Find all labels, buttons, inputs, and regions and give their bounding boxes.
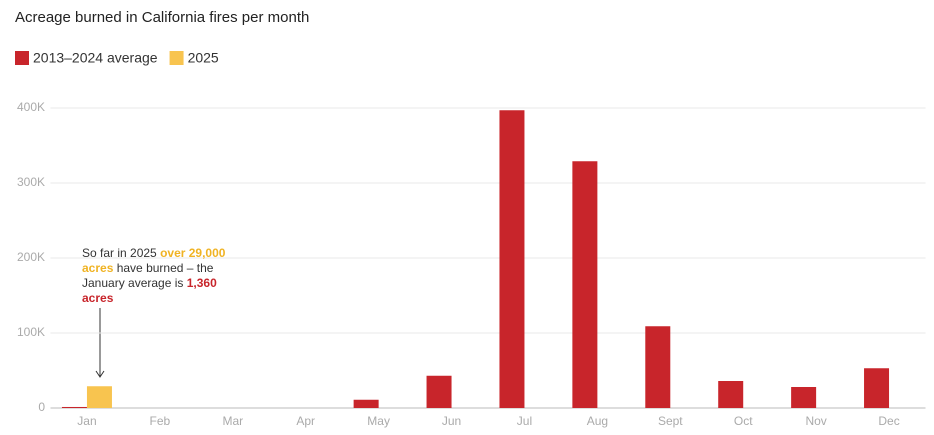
legend-label: 2013–2024 average xyxy=(33,50,158,66)
bar xyxy=(791,387,817,408)
y-tick-label: 200K xyxy=(17,250,45,264)
bar xyxy=(86,386,112,408)
annotation-text: have burned – the January average is xyxy=(82,261,214,290)
y-tick-label: 0 xyxy=(38,400,45,414)
y-tick-label: 400K xyxy=(17,100,45,114)
bar xyxy=(353,399,379,408)
x-tick-label: Sept xyxy=(658,414,683,428)
bar xyxy=(426,375,452,408)
legend-swatch xyxy=(169,51,184,65)
x-tick-label: Mar xyxy=(222,414,243,428)
annotation-text: So far in 2025 xyxy=(82,246,161,260)
y-tick-label: 300K xyxy=(17,175,45,189)
x-tick-label: Oct xyxy=(734,414,753,428)
annotation-highlight: 1,360 acres xyxy=(82,276,217,305)
y-tick-label: 100K xyxy=(17,325,45,339)
x-tick-label: Dec xyxy=(878,414,899,428)
x-tick-label: Feb xyxy=(150,414,171,428)
x-tick-label: Nov xyxy=(805,414,826,428)
bar xyxy=(61,406,87,408)
annotation-highlight: over 29,000 acres xyxy=(82,246,226,275)
x-tick-label: Apr xyxy=(296,414,315,428)
bar xyxy=(499,110,525,408)
bar xyxy=(864,368,890,408)
x-tick-label: May xyxy=(367,414,390,428)
chart-title: Acreage burned in California fires per m… xyxy=(15,9,309,26)
x-tick-label: Jan xyxy=(77,414,96,428)
bar xyxy=(572,161,598,408)
x-tick-label: Jun xyxy=(442,414,461,428)
legend-label: 2025 xyxy=(188,50,219,66)
x-tick-label: Jul xyxy=(517,414,532,428)
bar xyxy=(718,381,744,408)
annotation: So far in 2025 over 29,000 acres have bu… xyxy=(82,246,234,306)
annotation-arrowhead xyxy=(95,370,105,378)
x-tick-label: Aug xyxy=(587,414,608,428)
legend-swatch xyxy=(15,51,29,65)
bar xyxy=(645,326,671,408)
